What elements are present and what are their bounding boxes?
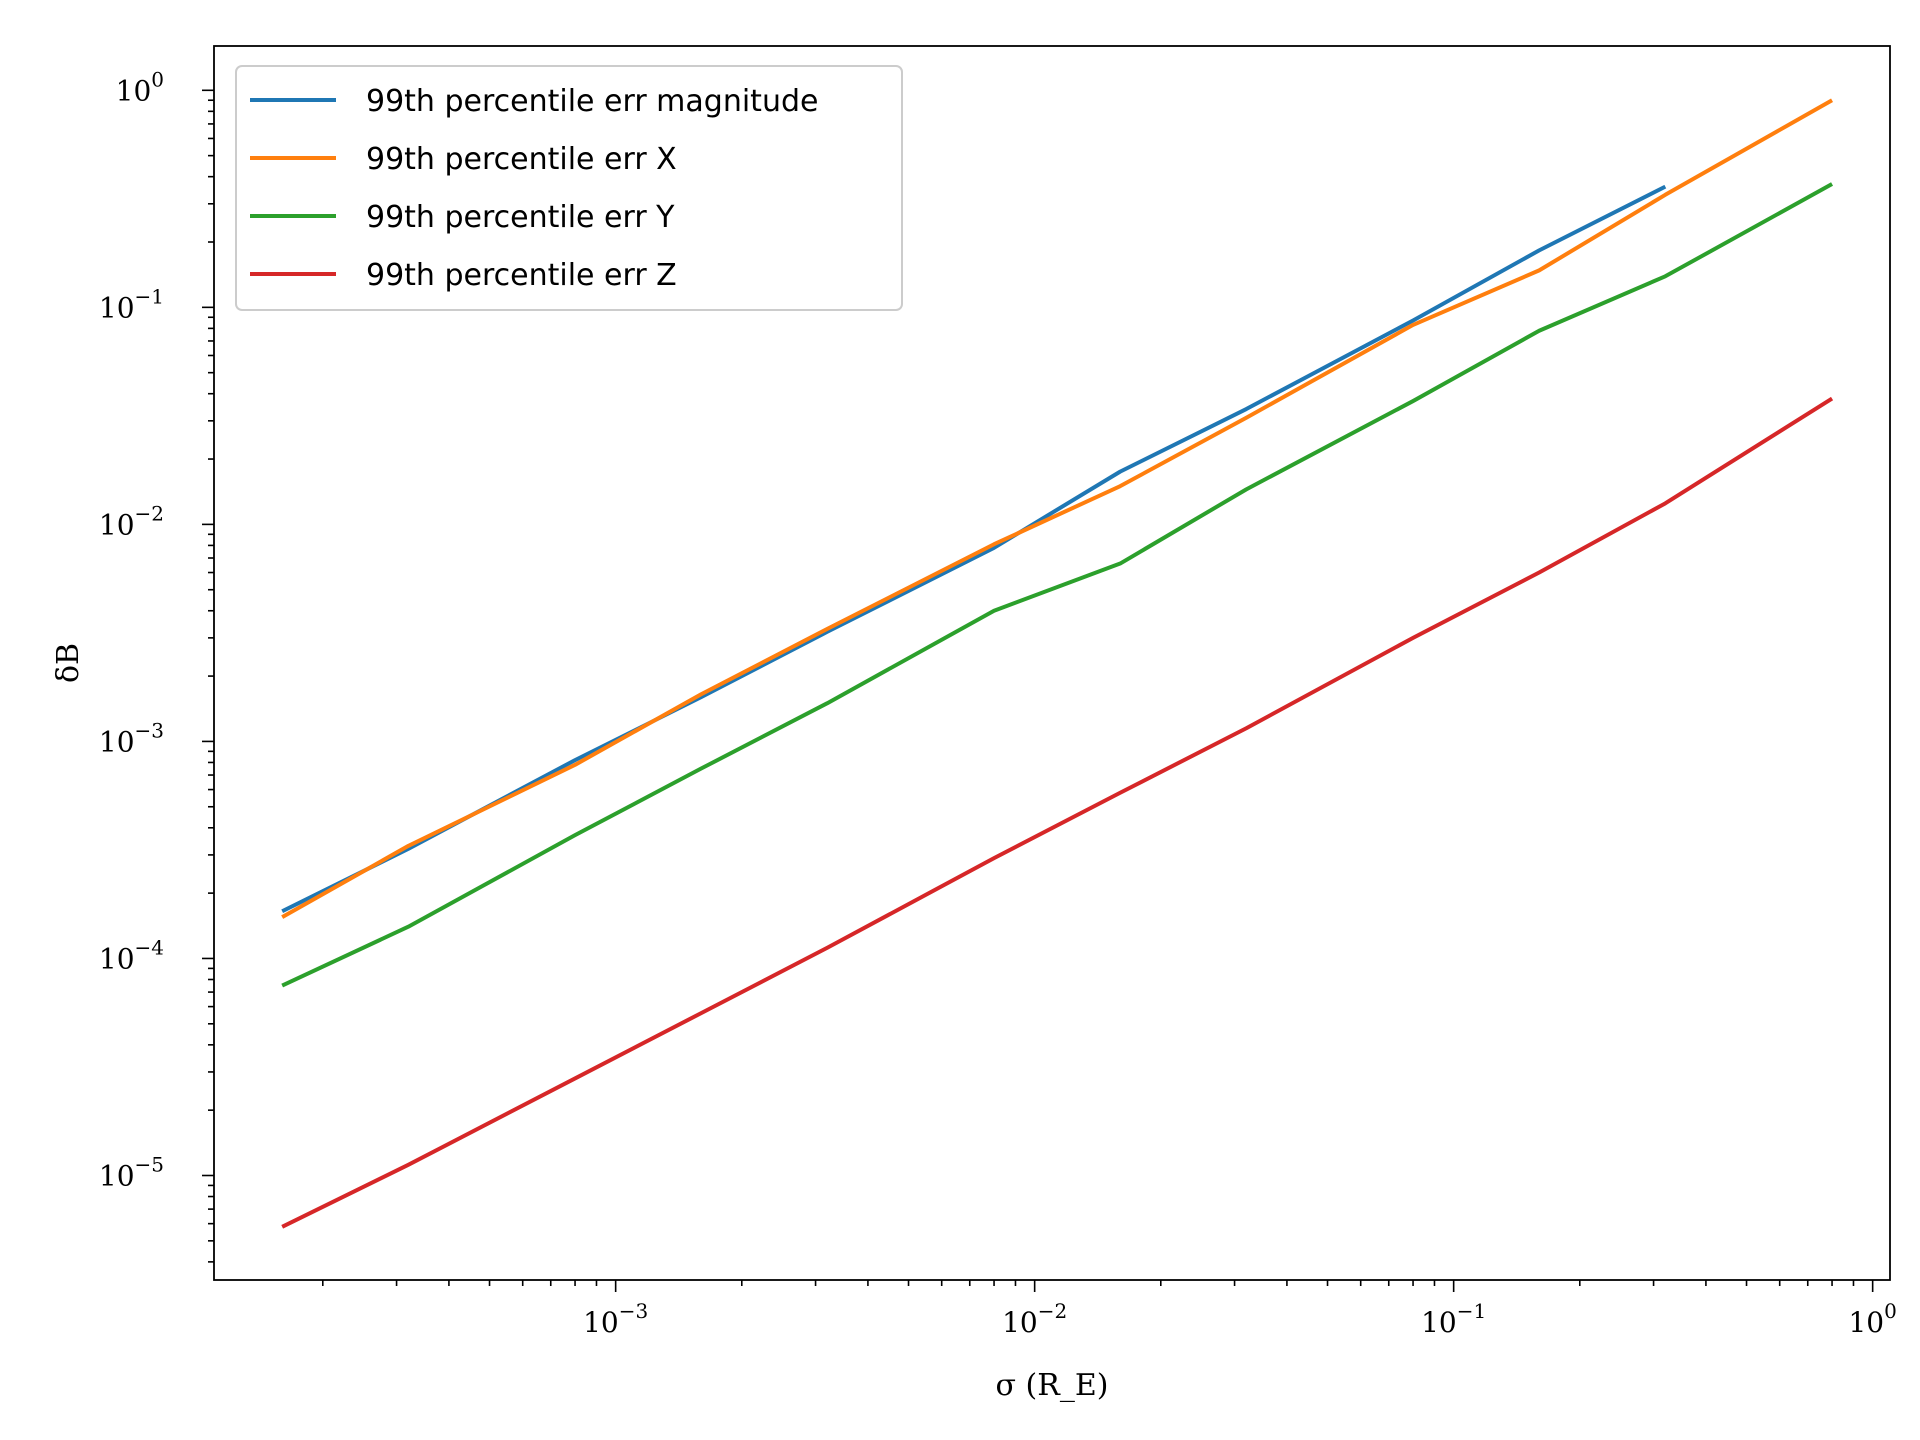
legend-box [235, 65, 903, 311]
y-tick-label: 10−1 [99, 284, 164, 324]
plot-frame [213, 45, 1891, 1281]
ticks-layer: 10−3 10−2 10−1 100 10−5 10−4 10−3 10−2 10−1 100 [99, 67, 1897, 1339]
legend-label: 99th percentile err Y [366, 200, 675, 235]
y-axis-title: δB [51, 643, 86, 683]
series-line-3 [281, 396, 1834, 1229]
x-tick-label: 10−1 [1421, 1299, 1486, 1339]
y-tick-label: 100 [116, 67, 164, 107]
x-tick-label: 100 [1848, 1299, 1896, 1339]
series-line-2 [281, 182, 1834, 988]
legend-label: 99th percentile err X [366, 142, 677, 177]
series-line-1 [281, 98, 1834, 919]
x-tick-label: 10−3 [583, 1299, 648, 1339]
x-axis-title: σ (R_E) [996, 1368, 1109, 1403]
x-tick-label: 10−2 [1002, 1299, 1067, 1339]
legend: 99th percentile err magnitude 99th percen… [235, 65, 903, 311]
y-tick-label: 10−4 [99, 935, 164, 975]
y-tick-label: 10−5 [99, 1152, 164, 1192]
legend-label: 99th percentile err magnitude [366, 84, 818, 119]
y-tick-label: 10−2 [99, 501, 164, 541]
series-layer [281, 98, 1834, 1229]
legend-label: 99th percentile err Z [366, 258, 677, 293]
y-tick-label: 10−3 [99, 718, 164, 758]
